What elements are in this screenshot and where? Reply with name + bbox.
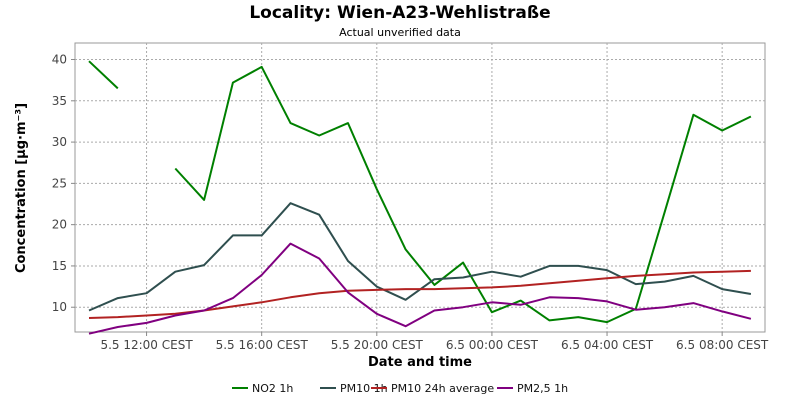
x-tick-label: 6.5 08:00 CEST (676, 338, 769, 352)
x-tick-label: 5.5 12:00 CEST (100, 338, 193, 352)
legend: NO2 1h PM10 1h PM10 24h average PM2,5 1h (232, 382, 568, 395)
series-line-no2-1h (88, 60, 752, 324)
y-tick-label: 25 (52, 176, 67, 190)
legend-label: PM10 1h (340, 382, 388, 395)
series-lines (88, 60, 752, 335)
y-axis-label: Concentration [µg·m⁻³] (14, 103, 29, 273)
y-tick-label: 30 (52, 135, 67, 149)
y-tick-label: 15 (52, 259, 67, 273)
legend-label: PM10 24h average (391, 382, 494, 395)
grid-lines (75, 43, 765, 332)
x-tick-label: 5.5 16:00 CEST (216, 338, 309, 352)
legend-label: NO2 1h (252, 382, 293, 395)
x-axis-label: Date and time (368, 355, 472, 370)
legend-label: PM2,5 1h (517, 382, 568, 395)
chart-title: Locality: Wien-A23-Wehlistraße (249, 3, 550, 23)
x-tick-label: 6.5 00:00 CEST (446, 338, 539, 352)
y-tick-label: 20 (52, 218, 67, 232)
y-tick-label: 40 (52, 53, 67, 67)
y-tick-label: 35 (52, 94, 67, 108)
y-tick-label: 10 (52, 300, 67, 314)
series-line-pm2-5-1h (88, 242, 752, 335)
x-axis-ticks: 5.5 12:00 CEST 5.5 16:00 CEST 5.5 20:00 CE… (100, 332, 769, 352)
x-tick-label: 5.5 20:00 CEST (331, 338, 424, 352)
x-tick-label: 6.5 04:00 CEST (561, 338, 654, 352)
chart-subtitle: Actual unverified data (339, 26, 461, 39)
y-axis-ticks: 10 15 20 25 30 35 40 (52, 53, 75, 314)
